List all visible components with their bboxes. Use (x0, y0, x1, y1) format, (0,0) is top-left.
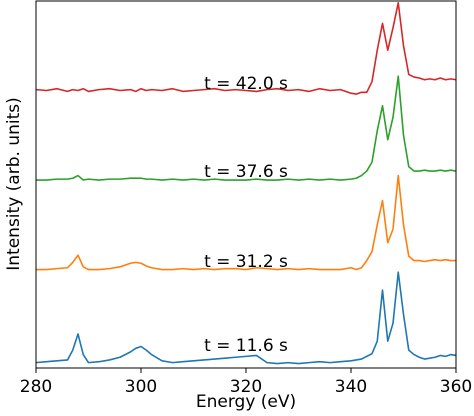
y-axis-label: Intensity (arb. units) (4, 97, 24, 270)
plot-frame (35, 0, 457, 369)
series-annotation: t = 42.0 s (204, 74, 288, 94)
x-tick-label: 340 (335, 377, 367, 397)
x-tick-label: 280 (20, 377, 52, 397)
x-tick-label: 300 (125, 377, 157, 397)
spectrum-line (35, 1, 457, 95)
spectrum-line (36, 174, 456, 271)
x-tick-label: 360 (440, 377, 472, 397)
series-annotation: t = 11.6 s (204, 336, 288, 356)
series-annotation: t = 37.6 s (204, 162, 288, 182)
spectrum-line (36, 75, 457, 181)
series-annotation: t = 31.2 s (204, 252, 288, 272)
spectrum-line (35, 271, 457, 365)
x-tick-label: 320 (230, 377, 262, 397)
x-axis-label: Energy (eV) (196, 392, 296, 412)
